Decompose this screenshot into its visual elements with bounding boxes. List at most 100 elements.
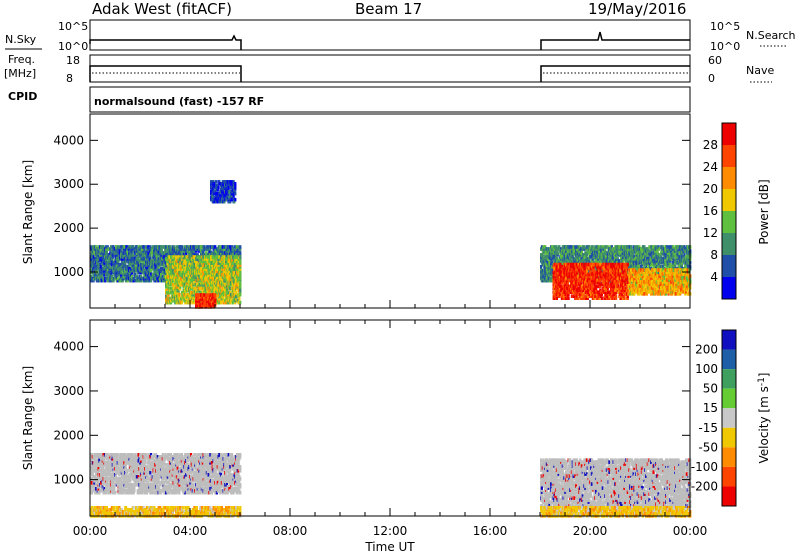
power-cell — [153, 261, 156, 265]
power-cell — [145, 257, 148, 261]
power-cell — [148, 268, 151, 273]
power-cell — [147, 245, 150, 249]
power-cell — [132, 257, 135, 261]
power-cell — [239, 259, 242, 263]
power-cell — [214, 293, 217, 297]
power-cell — [103, 268, 106, 273]
power-cell — [117, 257, 120, 261]
power-cell — [164, 255, 167, 259]
power-cell — [93, 249, 96, 253]
power-cell — [142, 247, 145, 251]
power-cell — [101, 263, 104, 267]
power-cell — [102, 245, 105, 249]
power-cell — [179, 251, 182, 255]
beam-title: Beam 17 — [355, 0, 422, 18]
power-cell — [116, 249, 119, 253]
power-cell — [223, 253, 226, 257]
power-cell — [95, 257, 98, 261]
power-cell — [156, 253, 159, 257]
power-cell — [99, 253, 102, 257]
power-cell — [219, 253, 222, 257]
power-cell — [155, 249, 158, 253]
power-cell — [116, 270, 119, 275]
power-cell — [166, 249, 169, 253]
power-cell — [129, 253, 132, 257]
power-cell — [155, 270, 158, 275]
power-cell — [173, 253, 176, 257]
power-cell — [149, 257, 152, 261]
power-cell — [123, 257, 126, 261]
power-cell — [210, 251, 213, 255]
power-cell — [105, 276, 108, 281]
power-cell — [113, 259, 116, 263]
power-cell — [139, 245, 142, 249]
power-cell — [116, 278, 119, 283]
power-cell — [135, 278, 138, 283]
power-cell — [197, 249, 200, 253]
power-cell — [219, 245, 222, 249]
power-cell — [235, 247, 238, 251]
power-cell — [139, 259, 142, 263]
nave-tick-bottom: 0 — [708, 72, 715, 85]
power-cell — [154, 267, 157, 271]
power-cell — [115, 265, 118, 269]
power-cell — [141, 270, 144, 275]
power-cell — [125, 253, 128, 257]
power-cell — [121, 278, 124, 283]
power-cell — [145, 265, 148, 269]
power-cell — [151, 259, 154, 263]
power-cell — [105, 247, 108, 251]
power-cell — [215, 251, 218, 255]
power-cell — [150, 267, 153, 271]
power-cell — [143, 249, 146, 253]
power-cell — [97, 249, 100, 253]
power-cell — [183, 245, 186, 249]
freq-panel: Freq. [MHz] 18 8 60 0 Nave — [4, 53, 774, 85]
power-cell — [118, 263, 121, 267]
power-cell — [202, 249, 205, 253]
power-cell — [138, 267, 141, 271]
power-cell — [95, 247, 98, 251]
power-cell — [217, 249, 220, 253]
power-cell — [133, 247, 136, 251]
power-cell — [95, 251, 98, 255]
power-cell — [175, 245, 178, 249]
power-cell — [123, 247, 126, 251]
power-cell — [129, 255, 132, 259]
power-cell — [100, 276, 103, 281]
power-cell — [160, 267, 163, 271]
power-cell — [139, 270, 142, 275]
power-cell — [100, 259, 103, 263]
power-cell — [219, 247, 222, 251]
power-cell — [145, 245, 148, 249]
power-cell — [91, 245, 94, 249]
power-cell — [150, 249, 153, 253]
power-cell — [165, 257, 168, 261]
power-cell — [231, 249, 234, 253]
power-cell — [160, 263, 163, 267]
power-cell — [145, 267, 148, 271]
power-cell — [130, 270, 133, 275]
power-cell — [150, 261, 153, 265]
nsearch-label: N.Search — [746, 29, 796, 42]
power-cell — [128, 245, 131, 249]
power-cell — [227, 247, 230, 251]
power-cell — [122, 253, 125, 257]
power-cell — [117, 247, 120, 251]
power-cell — [95, 263, 98, 267]
power-cell — [136, 265, 139, 269]
power-cell — [235, 245, 238, 249]
power-cell — [153, 265, 156, 269]
noise-tick-bottom-right: 10^0 — [710, 40, 740, 53]
nsky-label: N.Sky — [5, 33, 37, 46]
power-cell — [155, 255, 158, 259]
power-cell — [110, 259, 113, 263]
power-cell — [121, 263, 124, 267]
power-cell — [165, 288, 168, 293]
power-cell — [99, 278, 102, 283]
power-cell — [185, 253, 188, 257]
power-cell — [121, 265, 124, 269]
power-cell — [120, 253, 123, 257]
power-cell — [140, 265, 143, 269]
power-cell — [148, 261, 151, 265]
